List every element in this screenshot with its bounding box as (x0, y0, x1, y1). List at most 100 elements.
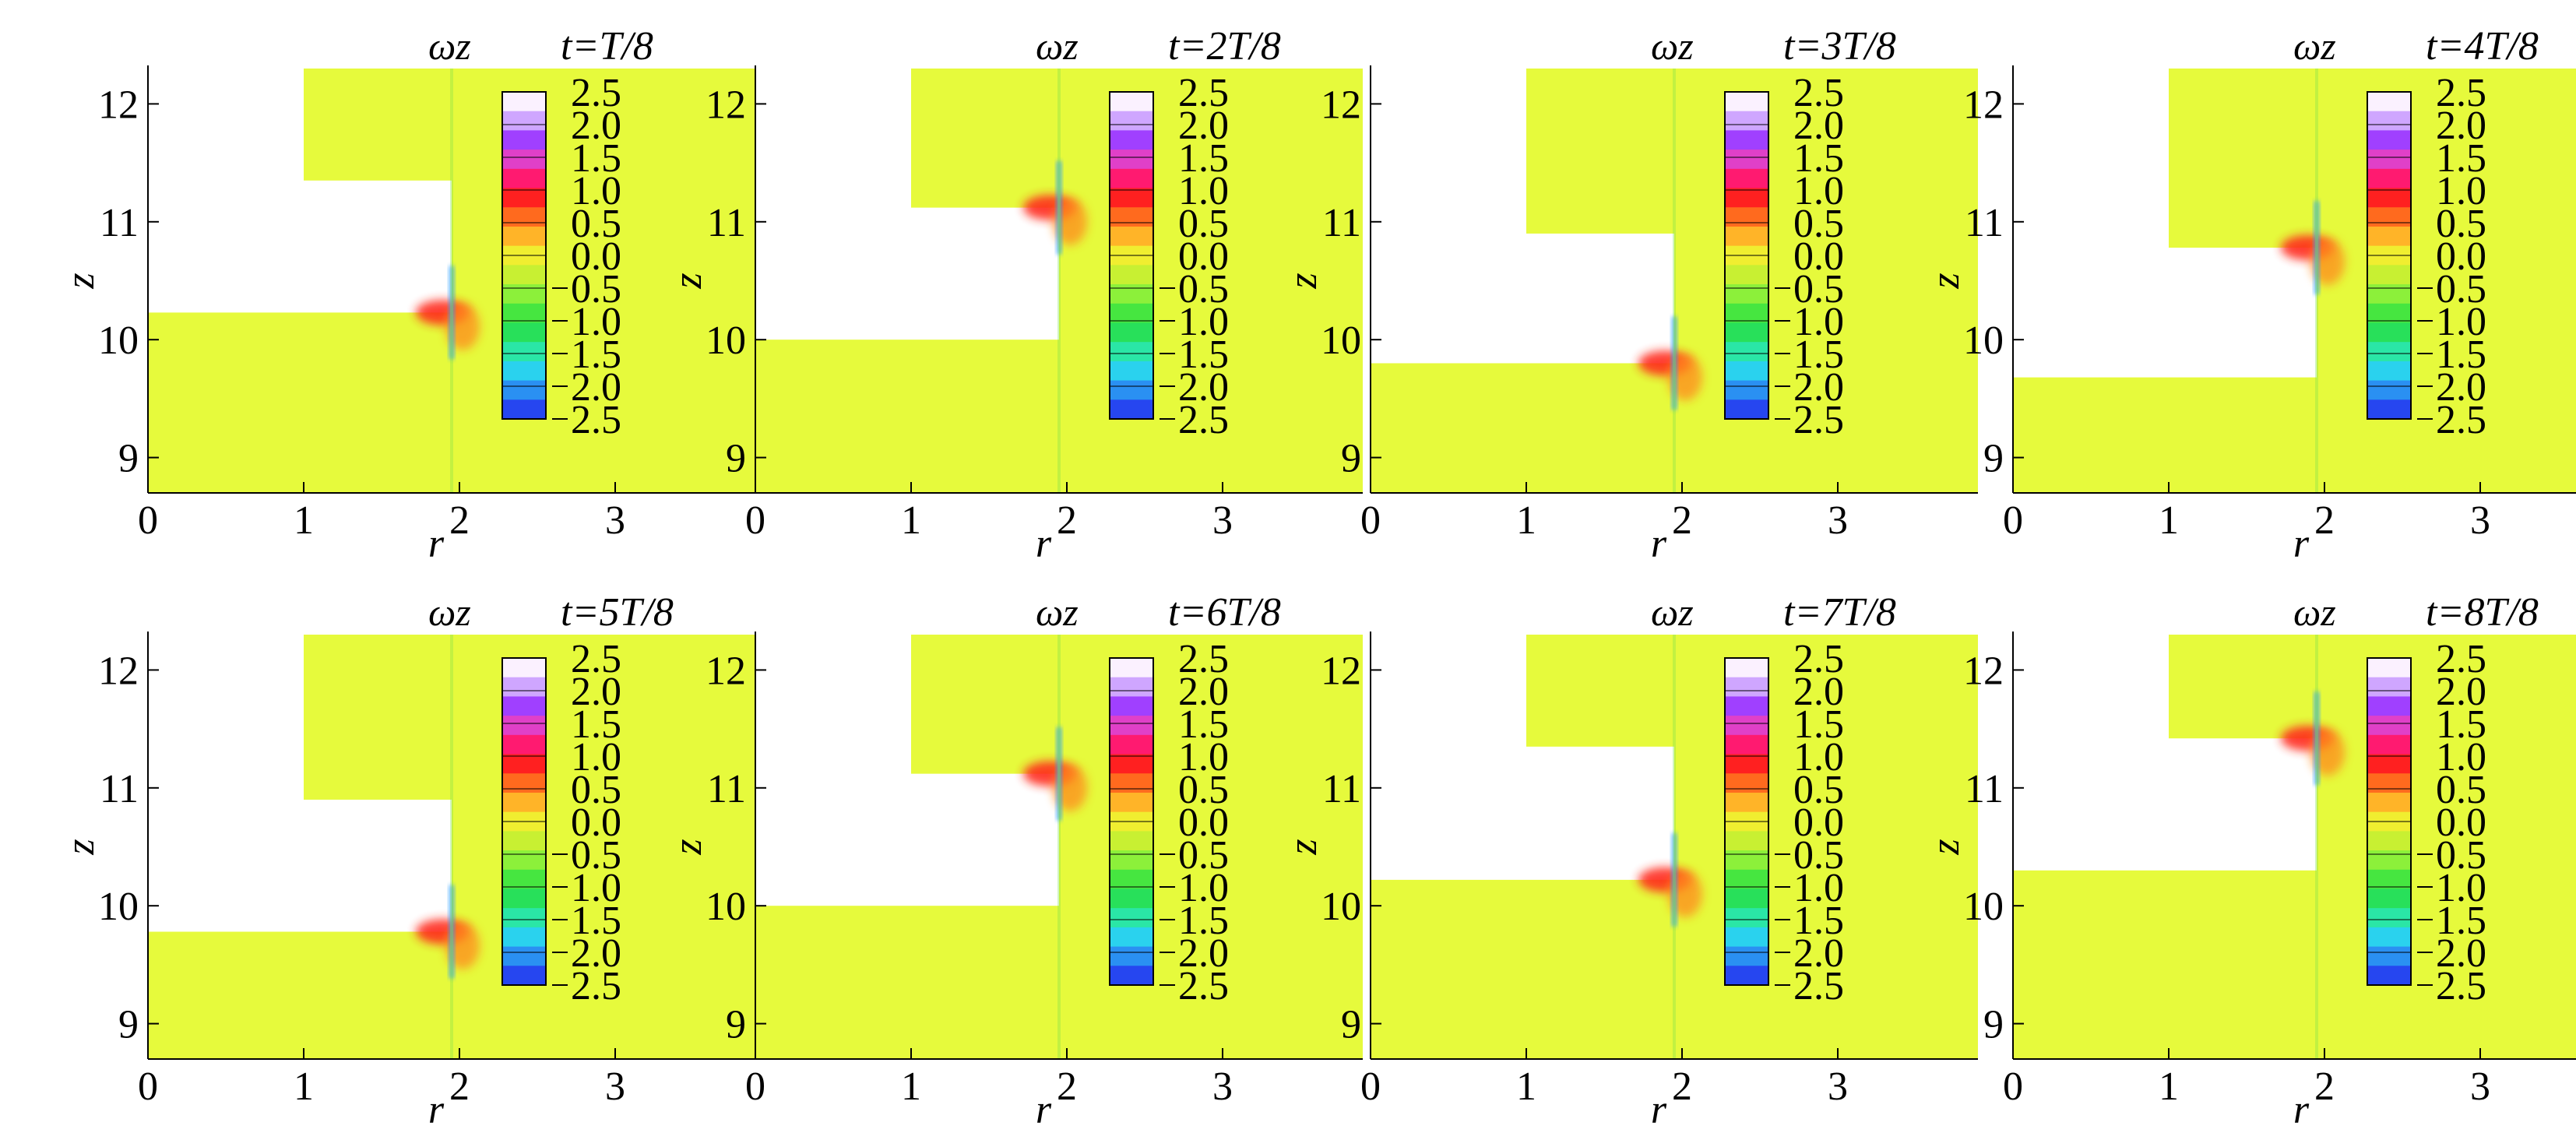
wall-shear-layer (1672, 832, 1677, 927)
colorbar-label: 2.5 (1793, 398, 1844, 442)
colorbar-label: 1.0 (1793, 169, 1844, 213)
colorbar-label: 0.5 (2436, 833, 2486, 878)
colorbar-segment (1110, 677, 1153, 697)
x-tick-label: 1 (1516, 1064, 1536, 1109)
colorbar-label: 2.0 (1178, 931, 1229, 976)
time-label: t=4T/8 (2426, 24, 2539, 69)
wall-line (2315, 69, 2318, 493)
wall-line (450, 69, 453, 493)
colorbar-segment (2367, 831, 2411, 851)
colorbar-segment (1725, 677, 1768, 697)
y-axis-label: z (1281, 839, 1325, 855)
wall-line (1673, 635, 1676, 1059)
field-outer-region (1371, 879, 1674, 1059)
x-tick-label: 3 (1828, 1064, 1848, 1109)
colorbar-label: 0.0 (1178, 234, 1229, 279)
colorbar-segment (1725, 284, 1768, 304)
field-outer-region (148, 312, 452, 493)
colorbar-label: 0.5 (1178, 768, 1229, 812)
colorbar-segment (2367, 734, 2411, 755)
colorbar-label: 1.5 (2436, 702, 2486, 747)
colorbar-segment (1110, 188, 1153, 208)
colorbar-segment (1725, 869, 1768, 889)
y-axis-label: z (58, 273, 103, 289)
colorbar-label: 2.0 (1793, 365, 1844, 410)
wall-line (1057, 635, 1061, 1059)
colorbar-label: 1.5 (1178, 899, 1229, 943)
colorbar-label: 1.5 (1793, 702, 1844, 747)
field-inner-region (1526, 635, 1674, 747)
colorbar-label: 1.5 (1178, 333, 1229, 377)
colorbar-segment (502, 284, 546, 304)
colorbar-segment (2367, 207, 2411, 227)
colorbar-segment (1725, 754, 1768, 774)
x-tick-label: 0 (138, 498, 158, 543)
field-inner-region (304, 69, 452, 181)
colorbar-segment (2367, 342, 2411, 362)
colorbar-label: 2.5 (571, 71, 621, 115)
colorbar-segment (1725, 150, 1768, 170)
colorbar-label: 1.0 (571, 169, 621, 213)
colorbar-label: 1.5 (1793, 899, 1844, 943)
colorbar-segment (2367, 265, 2411, 285)
wall-shear-layer (449, 266, 454, 360)
colorbar-segment (2367, 303, 2411, 323)
field-outer-region (1371, 363, 1674, 493)
colorbar-segment (2367, 946, 2411, 966)
time-label: t=3T/8 (1783, 24, 1896, 69)
colorbar-segment (1110, 399, 1153, 420)
colorbar-segment (2367, 908, 2411, 928)
colorbar-segment (1725, 188, 1768, 208)
colorbar-label: 0.5 (1178, 202, 1229, 246)
colorbar-segment (2367, 754, 2411, 774)
colorbar-label: 2.0 (571, 104, 621, 148)
colorbar-label: 1.0 (1178, 866, 1229, 910)
colorbar-segment (1110, 150, 1153, 170)
y-tick-label: 11 (1322, 201, 1361, 245)
colorbar-label: 0.5 (2436, 202, 2486, 246)
colorbar-label: 2.0 (571, 670, 621, 714)
colorbar-segment (502, 342, 546, 362)
colorbar-label: 2.5 (2436, 398, 2486, 442)
colorbar-label: 1.0 (2436, 866, 2486, 910)
colorbar-label: 0.5 (571, 267, 621, 311)
wall-shear-layer (449, 885, 454, 979)
colorbar-label: 2.0 (1793, 104, 1844, 148)
colorbar-segment (1725, 831, 1768, 851)
x-axis-label: r (1036, 522, 1052, 566)
x-axis-label: r (1651, 1088, 1667, 1132)
field-inner-region (2169, 69, 2317, 248)
colorbar-segment (1110, 265, 1153, 285)
y-tick-label: 9 (118, 437, 139, 481)
variable-label: ωz (428, 590, 471, 634)
colorbar-segment (1725, 342, 1768, 362)
x-tick-label: 1 (1516, 498, 1536, 543)
colorbar-label: 1.5 (1793, 333, 1844, 377)
field-right-region (2317, 635, 2576, 1059)
colorbar-segment (1725, 966, 1768, 986)
colorbar-label: 1.0 (571, 735, 621, 779)
colorbar-segment (2367, 716, 2411, 736)
wall-shear-layer (1057, 727, 1061, 821)
colorbar-segment (502, 716, 546, 736)
colorbar-label: 0.5 (1793, 267, 1844, 311)
colorbar-label: 2.5 (571, 964, 621, 1008)
colorbar-segment (502, 111, 546, 131)
colorbar-label: 2.0 (2436, 104, 2486, 148)
colorbar-segment (2367, 927, 2411, 948)
colorbar-segment (1725, 734, 1768, 755)
x-tick-label: 0 (1360, 1064, 1381, 1109)
colorbar-segment (1725, 946, 1768, 966)
colorbar-segment (1110, 888, 1153, 909)
colorbar-segment (2367, 226, 2411, 247)
y-tick-label: 10 (706, 885, 746, 929)
colorbar-label: 1.0 (1793, 866, 1844, 910)
colorbar-segment (1725, 773, 1768, 793)
colorbar-label: 2.0 (2436, 365, 2486, 410)
colorbar-segment (502, 734, 546, 755)
y-tick-label: 9 (726, 1003, 746, 1047)
colorbar-segment (1110, 754, 1153, 774)
